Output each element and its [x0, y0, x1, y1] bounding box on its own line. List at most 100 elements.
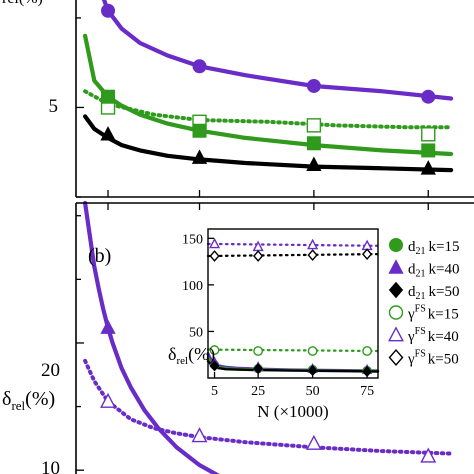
- inset-background: [208, 229, 378, 378]
- panel-a-purple_pts-point: [421, 89, 436, 104]
- panel-b-ylabel-sub: rel: [11, 398, 25, 413]
- inset-ticks: 5 25 50 75 50 100 150: [182, 232, 374, 399]
- panel-b-purple_open-point: [420, 447, 437, 463]
- legend-superscript: FS: [415, 304, 426, 315]
- panel-b-ticks: [76, 203, 429, 471]
- legend-subscript: 21: [416, 246, 426, 257]
- legend-entry-label: γFS k=50: [407, 349, 459, 368]
- inset-fit0-line: [206, 348, 380, 353]
- inset-gfs_k15-point: [253, 346, 264, 356]
- panel-b-ytick-label-20: 20: [41, 360, 60, 381]
- legend-entry-label: d21 k=50: [408, 284, 459, 302]
- panel-b-ytick-label-10: 10: [41, 458, 60, 474]
- inset: 5 25 50 75 50 100 150 δrel(%) N (×1000): [168, 228, 380, 421]
- legend-marker: [388, 281, 404, 299]
- inset-ytick-label: 100: [182, 279, 203, 294]
- inset-xtick-label: 75: [360, 384, 374, 399]
- panel-b-ylabel-main: δ: [2, 388, 11, 410]
- inset-fit1-line: [206, 242, 380, 247]
- panel-a-green_dotted-line: [83, 89, 454, 130]
- panel-b-purple_open-point: [191, 427, 208, 443]
- legend-k-value: k=40: [429, 262, 460, 278]
- inset-fit2-line: [206, 252, 380, 258]
- panel-a-plot-area: [83, 0, 454, 175]
- panel-a-green_pts-point: [192, 123, 207, 138]
- legend-marker: [388, 326, 404, 342]
- inset-gfs_k15-point: [209, 345, 220, 355]
- panel-a-black_pts-point: [100, 126, 116, 141]
- inset-ylabel-sub: rel: [176, 355, 188, 367]
- legend-marker: [388, 259, 404, 274]
- panel-b-purple_open-point: [100, 392, 117, 408]
- inset-gfs_k50-point: [209, 250, 220, 262]
- legend-symbol: γ: [407, 329, 415, 345]
- panel-b-ylabel: δrel(%): [2, 388, 55, 413]
- legend-marker: [388, 348, 404, 367]
- legend-symbol: d: [408, 284, 416, 300]
- legend-entry-label: d21 k=40: [408, 262, 459, 280]
- legend-entry-label: γFS k=15: [407, 304, 459, 323]
- legend-superscript: FS: [415, 349, 426, 360]
- inset-gfs_k40-point: [307, 238, 319, 250]
- legend-k-value: k=40: [428, 329, 459, 345]
- inset-gfs_k40-point: [208, 237, 221, 249]
- panel-a-black_pts-point: [306, 156, 322, 171]
- inset-xtick-label: 50: [306, 384, 320, 399]
- inset-frame: [207, 228, 379, 379]
- inset-ylabel-main: δ: [168, 344, 176, 364]
- legend-k-value: k=50: [429, 284, 460, 300]
- panel-a-green_open-point: [421, 127, 436, 142]
- panel-a-purple_pts-point: [101, 3, 116, 18]
- inset-ylabel: δrel(%): [168, 344, 215, 367]
- inset-d21_k50-point: [209, 360, 220, 372]
- legend-k-value: k=50: [428, 352, 459, 368]
- inset-ytick-label: 50: [189, 325, 203, 340]
- legend-marker: [388, 305, 404, 320]
- panel-a-ylabel-fragment: rel(%): [2, 0, 43, 7]
- panel-a-green_open-point: [306, 118, 322, 133]
- legend-marker: [389, 238, 403, 252]
- panel-a-purple_pts-point: [192, 59, 207, 74]
- inset-gfs_k15-point: [307, 346, 318, 356]
- panel-a-purple_pts-point: [306, 78, 321, 93]
- legend-subscript: 21: [416, 291, 426, 302]
- panel-a-black_pts-point: [191, 149, 208, 164]
- panel-b-purple_pts-point: [100, 319, 116, 334]
- panel-a: 5 rel(%): [2, 0, 474, 198]
- legend-subscript: 21: [416, 269, 426, 280]
- panel-b-purple_open-point: [305, 434, 322, 450]
- panel-b-plot-area: [83, 200, 454, 474]
- legend-superscript: FS: [415, 326, 426, 337]
- panel-a-purple_fit-line: [101, 0, 454, 101]
- panel-b-purple_dotted-line: [83, 358, 454, 456]
- legend-entry-label: d21 k=15: [408, 239, 459, 257]
- legend-k-value: k=15: [428, 307, 459, 323]
- legend-k-value: k=15: [429, 239, 460, 255]
- legend-symbol: γ: [407, 307, 415, 323]
- legend-entry-label: γFS k=40: [407, 326, 459, 345]
- panel-a-black_fit-line: [83, 114, 454, 173]
- panel-a-green_pts-point: [101, 89, 116, 104]
- panel-a-green_fit-line: [83, 33, 454, 157]
- panel-a-ticks: [76, 17, 429, 198]
- inset-ylabel-tail: (%): [188, 344, 215, 365]
- panel-b-ylabel-tail: (%): [25, 388, 55, 410]
- legend-symbol: γ: [407, 352, 415, 368]
- panel-a-green_pts-point: [421, 143, 436, 158]
- inset-ytick-label: 150: [182, 232, 203, 247]
- inset-xtick-label: 25: [251, 384, 265, 399]
- panel-a-black_pts-point: [420, 160, 436, 175]
- inset-gfs_k15-point: [362, 346, 373, 356]
- inset-xlabel: N (×1000): [257, 402, 328, 421]
- legend-symbol: d: [408, 262, 416, 278]
- inset-gfs_k50-point: [307, 249, 318, 261]
- panel-a-green_pts-point: [306, 136, 321, 151]
- panel-b-label: (b): [88, 245, 111, 267]
- inset-gfs_k50-point: [361, 248, 373, 261]
- inset-gfs_k50-point: [253, 250, 264, 262]
- panel-b-purple_fit-line: [83, 200, 220, 474]
- inset-plot-area: [206, 237, 380, 378]
